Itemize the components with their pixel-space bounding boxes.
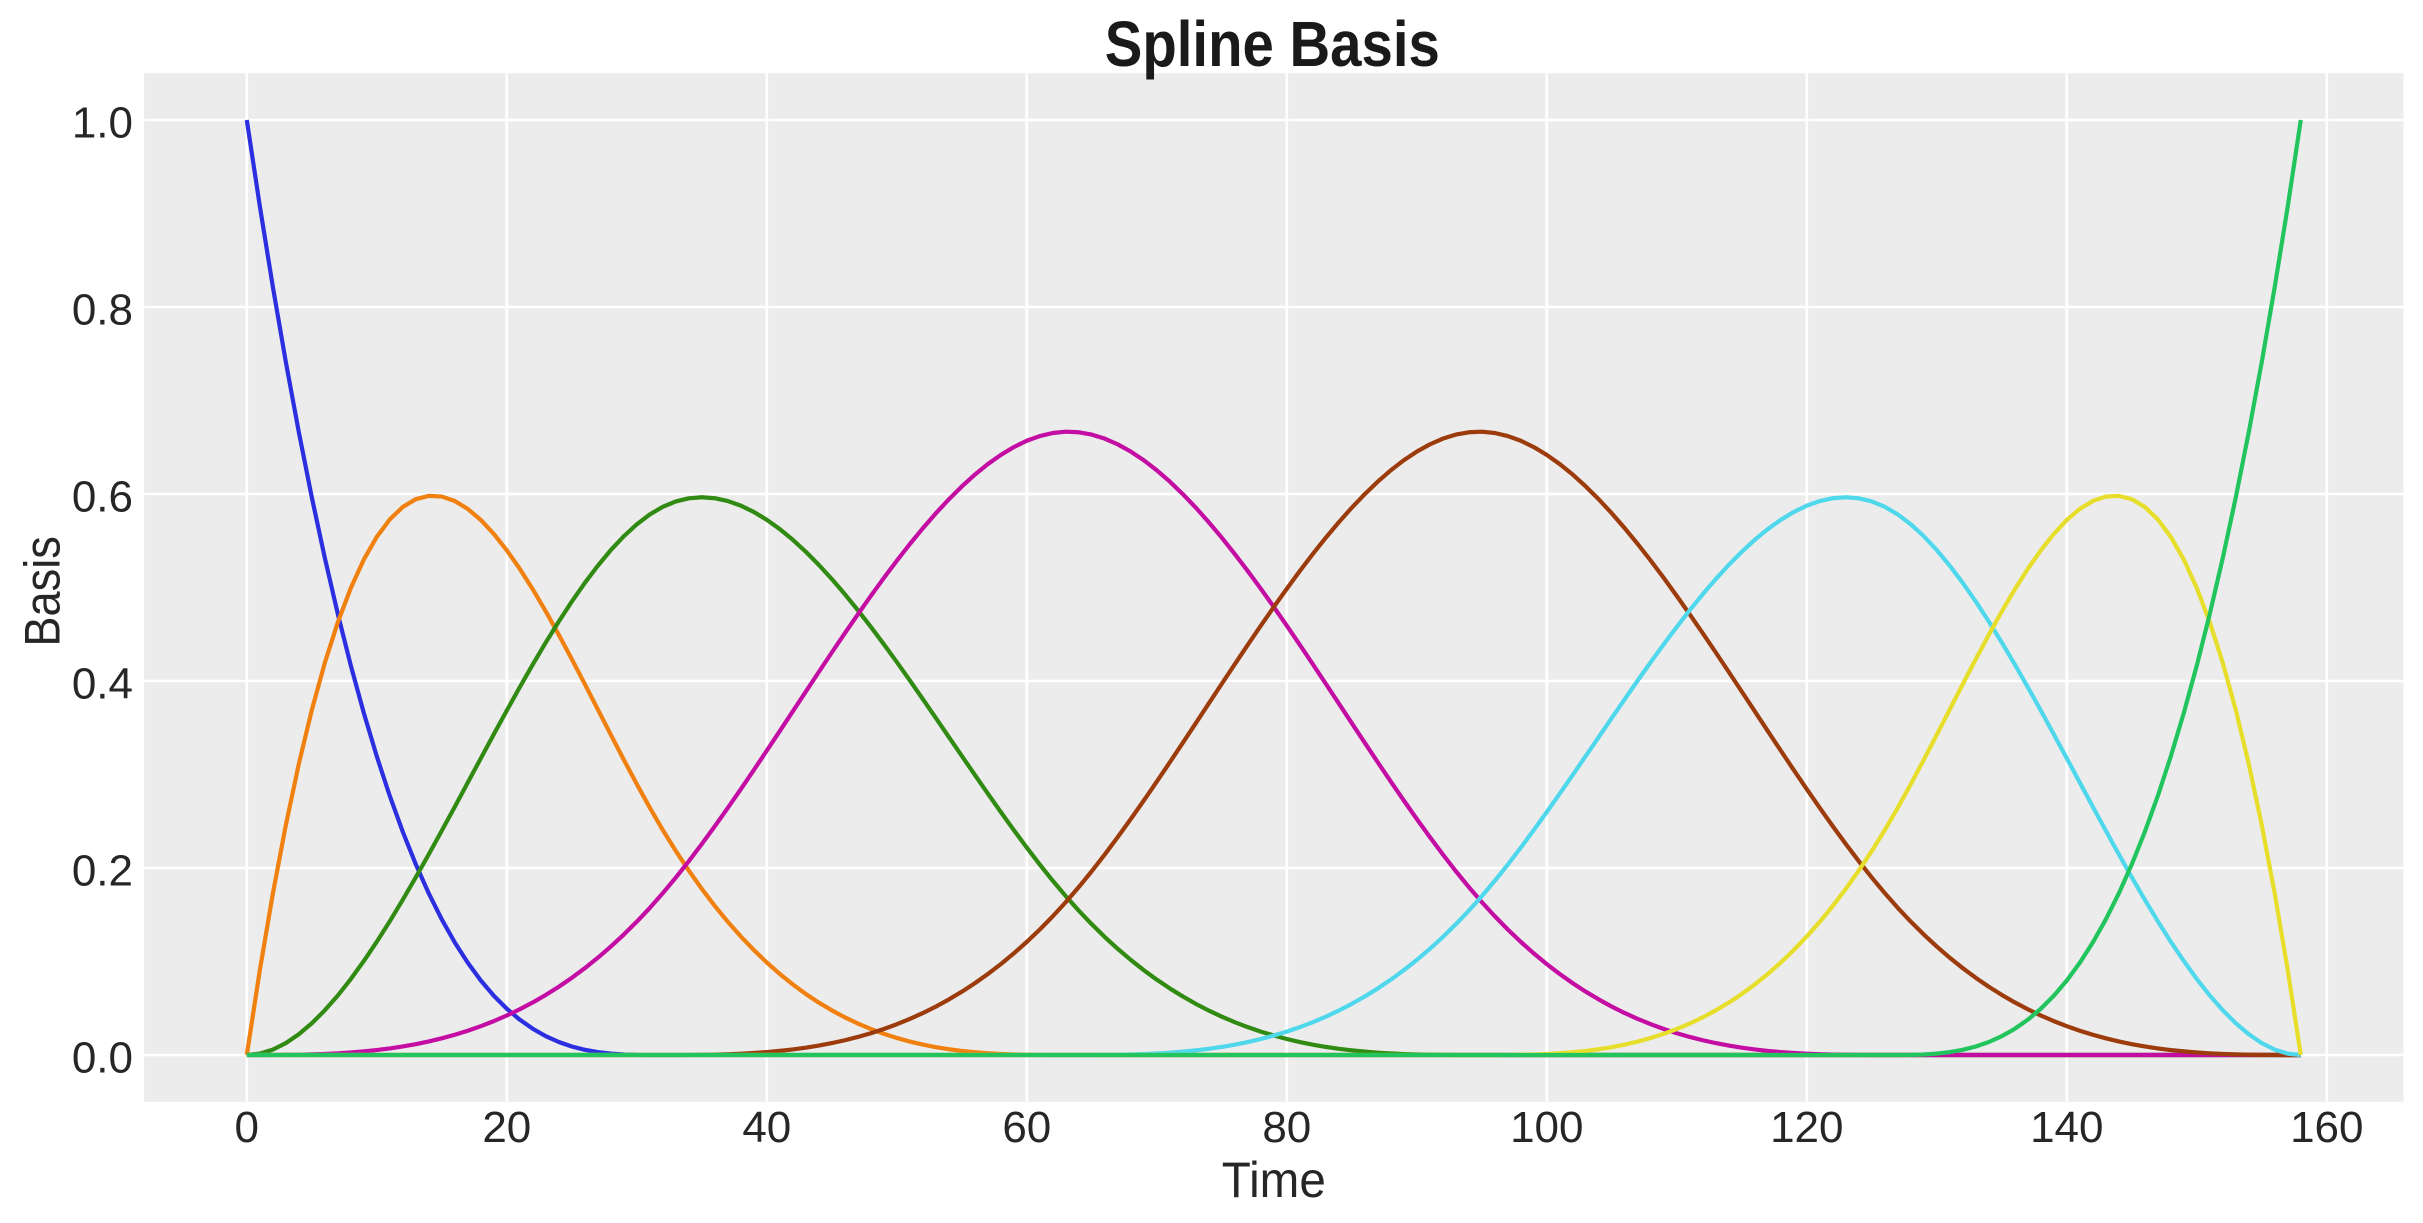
svg-text:Time: Time (1222, 1152, 1326, 1208)
svg-text:0.8: 0.8 (72, 286, 133, 335)
svg-text:1.0: 1.0 (72, 99, 133, 148)
svg-text:Basis: Basis (15, 536, 71, 647)
svg-text:60: 60 (1002, 1103, 1051, 1152)
svg-text:160: 160 (2290, 1103, 2363, 1152)
svg-text:20: 20 (482, 1103, 531, 1152)
svg-text:0.6: 0.6 (72, 473, 133, 522)
svg-text:80: 80 (1262, 1103, 1311, 1152)
svg-text:0.4: 0.4 (72, 660, 133, 709)
svg-text:Spline Basis: Spline Basis (1105, 8, 1440, 80)
svg-text:0.2: 0.2 (72, 847, 133, 896)
svg-text:40: 40 (742, 1103, 791, 1152)
svg-text:140: 140 (2030, 1103, 2103, 1152)
svg-text:0.0: 0.0 (72, 1034, 133, 1083)
svg-text:0: 0 (235, 1103, 259, 1152)
svg-text:100: 100 (1510, 1103, 1583, 1152)
svg-text:120: 120 (1770, 1103, 1843, 1152)
